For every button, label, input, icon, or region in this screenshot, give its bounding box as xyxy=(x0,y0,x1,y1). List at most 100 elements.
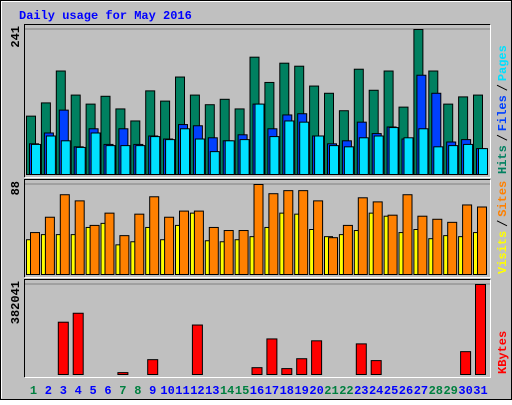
x-tick-label: 2 xyxy=(45,384,52,398)
x-tick-label: 10 xyxy=(160,384,174,398)
bar xyxy=(388,127,399,175)
bar xyxy=(478,148,488,175)
legend: KBytes xyxy=(496,331,510,374)
x-tick-label: 11 xyxy=(175,384,189,398)
y-tick-label: 241 xyxy=(9,26,23,48)
x-tick-label: 1 xyxy=(30,384,37,398)
x-tick-label: 28 xyxy=(429,384,443,398)
bar xyxy=(373,135,384,175)
x-tick-label: 4 xyxy=(75,384,82,398)
legend-separator xyxy=(496,220,508,227)
bar xyxy=(372,201,383,276)
bar xyxy=(418,128,429,176)
x-tick-label: 25 xyxy=(384,384,398,398)
bar xyxy=(462,204,473,275)
bar xyxy=(342,224,353,275)
bar xyxy=(387,214,398,276)
bar xyxy=(314,135,325,175)
legend-separator xyxy=(496,134,508,141)
bar xyxy=(370,360,382,376)
panel-bevel xyxy=(24,24,491,178)
bar xyxy=(284,120,295,176)
bar xyxy=(72,312,84,375)
legend-separator xyxy=(496,84,508,91)
bar xyxy=(268,193,279,275)
bar xyxy=(74,200,85,275)
bar xyxy=(358,137,369,175)
bar xyxy=(90,132,101,175)
legend-label: Pages xyxy=(496,45,510,81)
bar xyxy=(475,284,486,375)
panel-bevel xyxy=(24,279,491,378)
x-tick-label: 17 xyxy=(265,384,279,398)
y-tick-label: 382041 xyxy=(9,281,23,324)
x-tick-label: 8 xyxy=(134,384,141,398)
bar xyxy=(191,324,203,375)
bar xyxy=(269,136,280,175)
panel-bevel xyxy=(24,179,491,278)
panel-bevel xyxy=(24,24,491,178)
x-tick-label: 22 xyxy=(339,384,353,398)
panel-bevel xyxy=(24,179,491,278)
bar xyxy=(224,140,235,175)
bar xyxy=(150,136,161,175)
bar xyxy=(45,135,56,175)
legend-label: Hits xyxy=(496,145,510,174)
bar xyxy=(31,143,41,175)
x-tick-label: 13 xyxy=(205,384,219,398)
x-tick-label: 21 xyxy=(324,384,338,398)
panel-bevel xyxy=(24,279,491,378)
bar xyxy=(328,237,338,276)
bar xyxy=(209,151,220,176)
y-tick-label: 88 xyxy=(9,181,23,195)
bar xyxy=(343,146,354,176)
bar xyxy=(253,184,264,275)
bar xyxy=(477,206,487,275)
bar xyxy=(447,221,458,276)
bar xyxy=(463,143,474,175)
bar xyxy=(117,372,129,376)
bar xyxy=(193,210,204,276)
bar xyxy=(266,338,278,375)
bar xyxy=(223,230,234,275)
bar xyxy=(311,340,323,376)
x-tick-label: 3 xyxy=(60,384,67,398)
bar xyxy=(432,218,443,275)
bar xyxy=(60,140,71,175)
bar xyxy=(460,351,472,375)
legend-label: Sites xyxy=(496,181,510,217)
bar xyxy=(164,216,175,276)
bar xyxy=(355,343,367,375)
bar xyxy=(89,224,100,275)
bevel xyxy=(1,1,511,399)
bar xyxy=(281,368,293,375)
legend-label: Visits xyxy=(496,231,510,274)
bar xyxy=(75,146,86,175)
bar xyxy=(180,128,190,176)
bar xyxy=(135,145,146,175)
bar xyxy=(104,212,115,276)
x-tick-label: 31 xyxy=(473,384,487,398)
x-tick-label: 15 xyxy=(235,384,249,398)
bar xyxy=(313,200,324,275)
bar xyxy=(403,137,414,175)
x-tick-label: 16 xyxy=(250,384,264,398)
x-tick-label: 5 xyxy=(89,384,96,398)
x-tick-label: 6 xyxy=(104,384,111,398)
x-tick-label: 20 xyxy=(309,384,323,398)
bar xyxy=(105,145,116,175)
x-tick-label: 19 xyxy=(294,384,308,398)
bar xyxy=(402,194,413,276)
bar xyxy=(59,194,70,276)
bar xyxy=(251,367,263,376)
x-tick-label: 23 xyxy=(354,384,368,398)
x-tick-label: 18 xyxy=(280,384,294,398)
legend-label: Files xyxy=(496,95,510,131)
bar xyxy=(238,230,249,275)
x-tick-label: 14 xyxy=(220,384,234,398)
x-tick-label: 30 xyxy=(458,384,472,398)
bar xyxy=(254,103,265,175)
legend: Hits Files Pages xyxy=(496,45,510,174)
